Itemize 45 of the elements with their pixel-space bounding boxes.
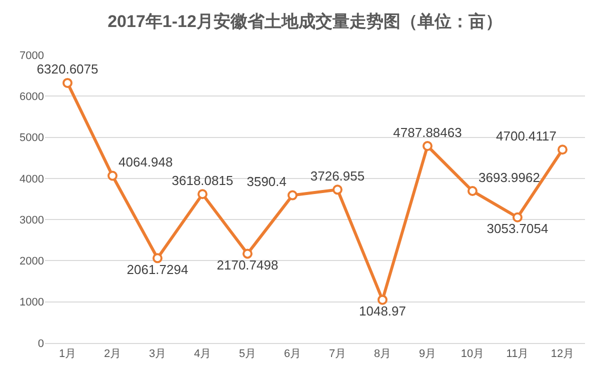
data-label: 1048.97 bbox=[359, 304, 406, 319]
y-tick-label: 0 bbox=[38, 338, 44, 350]
data-label: 2170.7498 bbox=[216, 257, 278, 272]
x-tick-label: 1月 bbox=[58, 348, 76, 360]
data-label: 3726.955 bbox=[310, 168, 365, 184]
x-tick-label: 9月 bbox=[418, 348, 436, 360]
point bbox=[108, 170, 118, 181]
y-tick-label: 6000 bbox=[20, 90, 44, 103]
x-tick-label: 8月 bbox=[374, 348, 392, 360]
x-tick-label: 10月 bbox=[460, 348, 484, 360]
data-label: 3693.9962 bbox=[478, 170, 540, 185]
x-tick-label: 5月 bbox=[238, 348, 256, 360]
point bbox=[468, 186, 478, 196]
point bbox=[512, 212, 522, 222]
y-tick-label: 1000 bbox=[20, 296, 44, 309]
x-tick-label: 3月 bbox=[148, 348, 166, 360]
x-tick-label: 2月 bbox=[104, 348, 122, 360]
x-tick-label: 7月 bbox=[328, 348, 346, 360]
chart-title: 2017年1-12月安徽省土地成交量走势图（单位：亩） bbox=[108, 12, 502, 32]
data-label: 4700.4117 bbox=[496, 128, 556, 144]
y-tick-label: 2000 bbox=[20, 256, 44, 268]
point bbox=[422, 141, 432, 152]
point bbox=[288, 190, 298, 200]
point bbox=[378, 294, 388, 305]
data-label: 3618.0815 bbox=[172, 172, 234, 188]
data-label: 3590.4 bbox=[246, 174, 286, 190]
x-tick-label: 12月 bbox=[550, 348, 574, 360]
data-label: 4064.948 bbox=[118, 154, 173, 170]
y-tick-label: 7000 bbox=[20, 50, 44, 62]
point bbox=[62, 78, 72, 88]
point bbox=[198, 189, 208, 200]
point bbox=[332, 184, 342, 195]
y-tick-label: 4000 bbox=[20, 173, 44, 186]
x-tick-label: 11月 bbox=[506, 348, 529, 360]
y-tick-label: 3000 bbox=[20, 214, 44, 226]
y-tick-label: 5000 bbox=[20, 132, 44, 144]
x-tick-label: 4月 bbox=[194, 348, 212, 360]
data-label: 2061.7294 bbox=[126, 262, 188, 277]
data-label: 6320.6075 bbox=[36, 62, 98, 77]
point bbox=[558, 144, 568, 155]
data-label: 4787.88463 bbox=[393, 124, 462, 140]
x-tick-label: 6月 bbox=[284, 348, 302, 360]
point bbox=[152, 253, 162, 264]
point bbox=[242, 248, 252, 259]
data-label: 3053.7054 bbox=[486, 221, 548, 236]
